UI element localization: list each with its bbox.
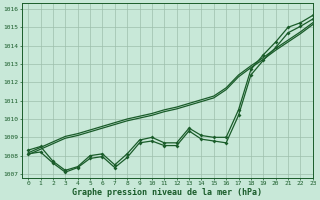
X-axis label: Graphe pression niveau de la mer (hPa): Graphe pression niveau de la mer (hPa) bbox=[72, 188, 262, 197]
